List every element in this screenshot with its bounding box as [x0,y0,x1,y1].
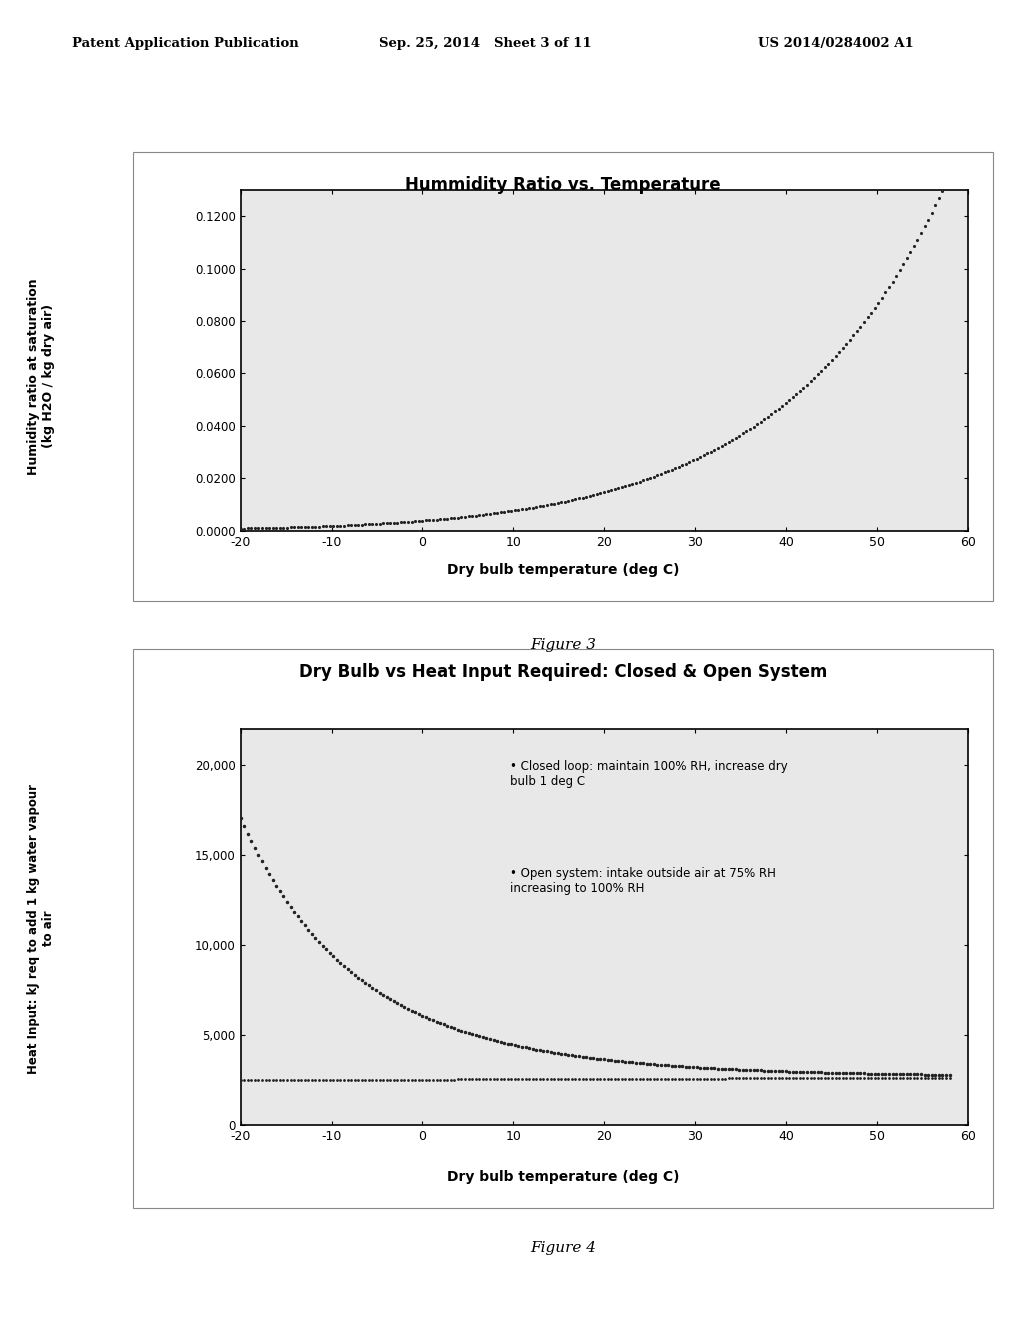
Text: Hummidity Ratio vs. Temperature: Hummidity Ratio vs. Temperature [406,176,721,194]
Text: Patent Application Publication: Patent Application Publication [72,37,298,50]
Text: • Closed loop: maintain 100% RH, increase dry
bulb 1 deg C: • Closed loop: maintain 100% RH, increas… [510,760,787,788]
Text: Dry bulb temperature (deg C): Dry bulb temperature (deg C) [446,562,680,577]
Text: Sep. 25, 2014   Sheet 3 of 11: Sep. 25, 2014 Sheet 3 of 11 [379,37,592,50]
Text: US 2014/0284002 A1: US 2014/0284002 A1 [758,37,913,50]
Text: Dry bulb temperature (deg C): Dry bulb temperature (deg C) [446,1170,680,1184]
Text: Humidity ratio at saturation
(kg H2O / kg dry air): Humidity ratio at saturation (kg H2O / k… [27,279,55,474]
Text: Dry Bulb vs Heat Input Required: Closed & Open System: Dry Bulb vs Heat Input Required: Closed … [299,663,827,681]
Text: Heat Input: kJ req to add 1 kg water vapour
to air: Heat Input: kJ req to add 1 kg water vap… [27,784,55,1073]
Text: • Open system: intake outside air at 75% RH
increasing to 100% RH: • Open system: intake outside air at 75%… [510,867,775,895]
Text: Figure 4: Figure 4 [530,1241,596,1255]
Text: Figure 3: Figure 3 [530,638,596,652]
